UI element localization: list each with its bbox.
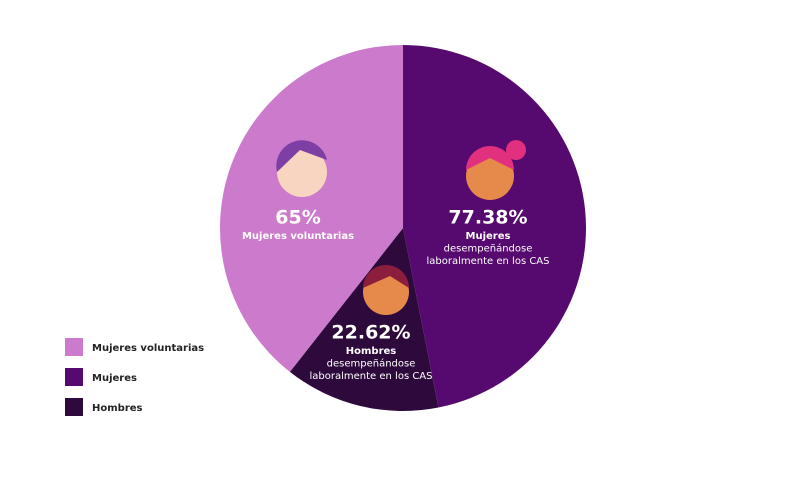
- slice-annotation: desempeñándose: [327, 358, 416, 370]
- slice-annotation: laboralmente en los CAS: [310, 371, 433, 382]
- legend-label: Mujeres: [92, 373, 137, 384]
- face-icon: [276, 140, 526, 315]
- pie-slice: [403, 45, 586, 408]
- slice-annotation: laboralmente en los CAS: [427, 256, 550, 267]
- slice-annotation: Hombres: [346, 346, 397, 357]
- slice-annotation: Mujeres voluntarias: [242, 231, 354, 242]
- value-label: 65%: [275, 207, 320, 229]
- legend-label: Hombres: [92, 403, 143, 414]
- legend-swatch: [65, 338, 83, 356]
- pie-slice: [219, 44, 403, 372]
- legend-label: Mujeres voluntarias: [92, 343, 204, 354]
- value-label: 22.62%: [331, 322, 410, 344]
- value-label: 77.38%: [448, 207, 527, 229]
- legend-swatch: [65, 398, 83, 416]
- slice-annotation: desempeñándose: [444, 243, 533, 255]
- legend-swatch: [65, 368, 83, 386]
- legend: Mujeres voluntarias Mujeres Hombres: [65, 338, 204, 416]
- slice-annotation: Mujeres: [466, 231, 511, 242]
